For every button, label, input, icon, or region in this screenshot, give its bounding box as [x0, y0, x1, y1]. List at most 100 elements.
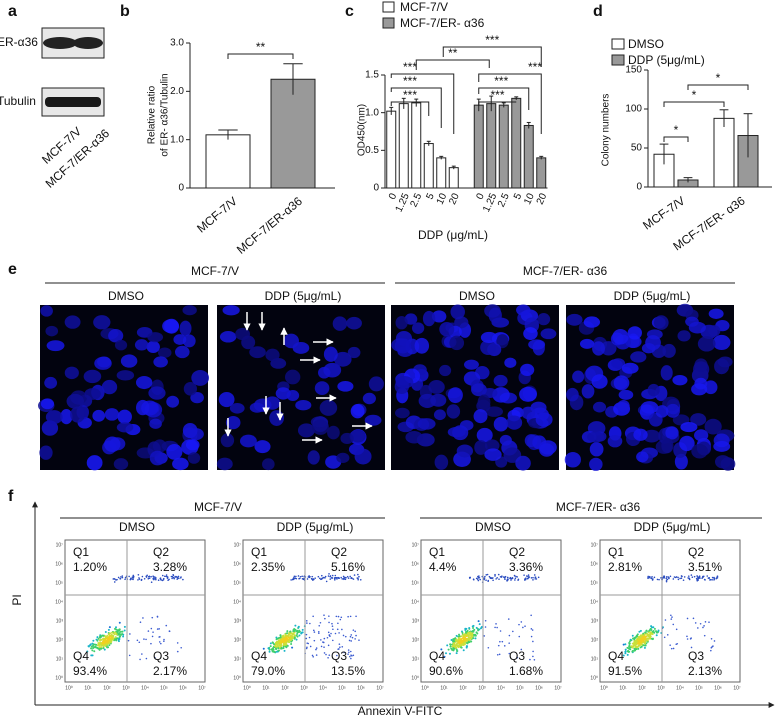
event-dot — [628, 642, 631, 645]
nucleus — [607, 434, 623, 448]
nucleus — [148, 386, 166, 400]
nucleus — [714, 455, 731, 469]
event-dot — [94, 643, 97, 646]
event-dot — [468, 576, 471, 579]
event-dot — [98, 636, 101, 639]
event-dot — [90, 654, 93, 657]
bracket — [478, 101, 517, 106]
event-dot — [626, 646, 629, 649]
event-dot — [336, 576, 338, 579]
event-dot — [90, 647, 93, 650]
event-dot — [158, 628, 160, 630]
nucleus — [480, 339, 496, 355]
nucleus — [347, 346, 361, 359]
event-dot — [278, 643, 281, 646]
nucleus — [45, 325, 59, 337]
y-tick-label: 10⁴ — [233, 599, 241, 605]
event-dot — [322, 576, 325, 579]
event-dot — [628, 644, 631, 647]
event-dot — [93, 650, 96, 653]
event-dot — [350, 577, 352, 579]
event-dot — [343, 651, 345, 654]
quadrant-name: Q3 — [331, 649, 347, 663]
event-dot — [702, 626, 704, 629]
event-dot — [341, 628, 343, 631]
event-dot — [696, 580, 699, 582]
nucleus — [583, 316, 601, 328]
bracket — [227, 53, 294, 59]
event-dot — [287, 640, 290, 643]
event-dot — [328, 573, 330, 575]
event-dot — [708, 621, 710, 623]
nucleus — [672, 374, 688, 386]
x-tick-label: 10⁷ — [198, 685, 206, 691]
nucleus — [297, 423, 315, 438]
event-dot — [512, 630, 514, 633]
event-dot — [150, 642, 152, 645]
event-dot — [309, 645, 312, 648]
x-tick-label: 20 — [447, 191, 462, 206]
event-dot — [110, 636, 113, 639]
nucleus — [166, 444, 183, 460]
event-dot — [642, 640, 645, 643]
event-dot — [275, 636, 278, 639]
legend-label: DMSO — [628, 37, 664, 51]
nucleus — [191, 369, 210, 386]
event-dot — [456, 639, 459, 642]
event-dot — [653, 631, 656, 634]
event-dot — [286, 644, 289, 647]
event-dot — [453, 637, 456, 640]
event-dot — [352, 629, 355, 631]
quadrant-value: 13.5% — [331, 664, 365, 678]
x-axis-label: Annexin V-FITC — [358, 704, 443, 718]
event-dot — [479, 578, 481, 581]
bar — [486, 103, 497, 189]
nucleus — [564, 451, 581, 468]
event-dot — [116, 631, 119, 634]
event-dot — [524, 578, 526, 580]
bracket — [390, 73, 455, 134]
event-dot — [339, 646, 341, 648]
nucleus — [174, 345, 190, 359]
event-dot — [713, 578, 716, 580]
nucleus — [219, 331, 237, 343]
event-dot — [711, 578, 713, 581]
y-tick-label: 10⁶ — [590, 561, 598, 567]
event-dot — [92, 647, 95, 650]
panel-label: a — [8, 3, 17, 20]
nucleus — [235, 327, 251, 341]
event-dot — [471, 632, 474, 635]
event-dot — [657, 629, 660, 632]
event-dot — [320, 578, 322, 581]
event-dot — [675, 628, 678, 631]
nucleus — [188, 428, 204, 441]
event-dot — [645, 629, 648, 632]
event-dot — [634, 636, 637, 639]
event-dot — [342, 577, 345, 580]
bracket — [663, 136, 689, 142]
y-tick-label: 10⁵ — [411, 580, 419, 586]
event-dot — [313, 631, 316, 633]
event-dot — [107, 628, 110, 631]
nucleus — [449, 335, 465, 351]
nucleus — [44, 376, 58, 389]
event-dot — [317, 575, 320, 578]
event-dot — [672, 647, 675, 650]
nucleus — [310, 416, 329, 428]
event-dot — [277, 649, 280, 652]
event-dot — [711, 576, 714, 579]
event-dot — [141, 575, 144, 578]
event-dot — [86, 650, 89, 653]
x-tick-label: 2.5 — [409, 191, 425, 209]
event-dot — [697, 577, 700, 580]
event-dot — [641, 634, 644, 637]
event-dot — [296, 632, 299, 635]
y-tick-label: 10⁵ — [590, 580, 598, 586]
event-dot — [467, 640, 470, 643]
event-dot — [498, 653, 501, 656]
event-dot — [710, 646, 713, 649]
event-dot — [458, 640, 461, 643]
event-dot — [289, 638, 292, 641]
x-tick-label: 10⁰ — [65, 685, 73, 691]
event-dot — [652, 578, 654, 580]
